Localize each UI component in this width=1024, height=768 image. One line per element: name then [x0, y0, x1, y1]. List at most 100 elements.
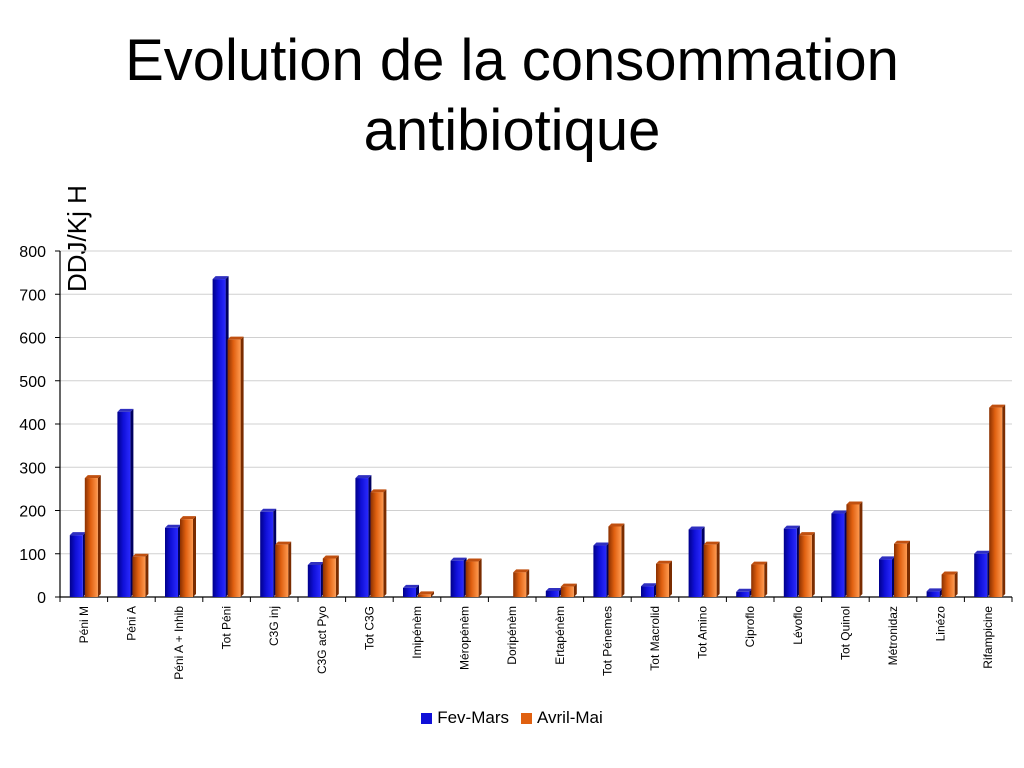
bar-side-series-2	[335, 555, 339, 597]
legend-swatch-series-2	[520, 712, 532, 724]
bar-chart: 0 100 200 300 400 500 600 700 800 Péni M Péni A Pén…	[19, 244, 1013, 680]
x-tick-label: Imipénèm	[410, 606, 424, 659]
bar-top-series-2	[608, 523, 625, 527]
bar-top-series-2	[180, 516, 196, 520]
x-tick-label: Tot Macrolid	[648, 606, 662, 671]
bar-series-2	[894, 543, 907, 597]
bar-top-series-2	[846, 501, 863, 505]
bar-top-series-1	[69, 532, 86, 536]
bar-top-series-2	[370, 489, 387, 493]
x-tick-label: Rifampicine	[981, 606, 995, 669]
bar-series-1	[831, 513, 845, 597]
bar-side-series-2	[478, 558, 482, 597]
bar-top-series-2	[751, 561, 768, 565]
bar-top-series-1	[641, 583, 657, 587]
bar-top-series-1	[545, 587, 562, 591]
bar-top-series-1	[736, 588, 753, 592]
bar-series-1	[450, 560, 464, 597]
bar-top-series-2	[513, 569, 530, 573]
bar-top-series-2	[941, 571, 958, 575]
y-tick-label: 800	[19, 244, 46, 261]
x-tick-label: Péni A + Inhib	[172, 606, 186, 680]
bar-side-series-2	[859, 501, 863, 597]
bar-series-1	[926, 591, 940, 597]
y-tick-label: 100	[19, 547, 46, 564]
bar-series-1	[355, 478, 369, 597]
bar-side-series-2	[669, 560, 672, 597]
y-tick-label: 700	[19, 287, 46, 304]
bar-side-series-2	[193, 516, 196, 597]
x-tick-label: C3G inj	[267, 606, 281, 646]
bar-side-series-1	[416, 584, 419, 597]
bar-series-1	[307, 564, 321, 597]
bar-series-1	[783, 528, 797, 597]
x-tick-label: Doripénèm	[505, 606, 519, 665]
bar-series-2	[418, 594, 431, 597]
bar-top-series-1	[403, 584, 419, 588]
bar-top-series-2	[465, 558, 482, 562]
bar-series-2	[370, 492, 384, 597]
bar-side-series-2	[240, 336, 244, 597]
legend-label-series-2: Avril-Mai	[536, 708, 603, 727]
bar-series-1	[165, 527, 178, 597]
bar-series-1	[69, 535, 83, 597]
bar-series-1	[117, 411, 131, 597]
bar-series-2	[751, 564, 765, 597]
bar-series-2	[560, 586, 574, 597]
bar-side-series-2	[764, 561, 768, 597]
bar-series-1	[260, 511, 274, 597]
x-tick-label: Tot Pénemes	[600, 606, 614, 676]
bar-series-1	[688, 529, 702, 597]
y-tick-label: 0	[37, 590, 46, 607]
bar-top-series-1	[783, 525, 800, 529]
bar-top-series-2	[560, 583, 577, 587]
bar-top-series-2	[989, 404, 1006, 408]
x-tick-label: Tot C3G	[362, 606, 376, 650]
bar-side-series-2	[431, 591, 434, 597]
bar-side-series-2	[811, 532, 815, 597]
y-tick-label: 400	[19, 417, 46, 434]
title-line-2: antibiotique	[363, 98, 661, 163]
x-tick-label: Péni M	[77, 606, 91, 643]
bar-side-series-2	[288, 541, 292, 597]
bar-top-series-1	[879, 556, 895, 560]
bar-side-series-2	[97, 475, 101, 597]
bar-top-series-2	[798, 532, 815, 536]
x-tick-label: Linézo	[934, 606, 948, 642]
bar-series-1	[545, 590, 559, 597]
x-tick-label: Ciproflo	[743, 606, 757, 648]
bar-top-series-1	[212, 276, 229, 280]
bar-series-2	[656, 563, 669, 597]
bar-series-2	[989, 407, 1003, 597]
bar-top-series-1	[593, 542, 610, 546]
bar-side-series-2	[573, 583, 577, 597]
bar-side-series-1	[130, 408, 134, 597]
x-tick-label: Tot Amino	[696, 606, 710, 659]
x-tick-label: Tot Quinol	[838, 606, 852, 660]
y-tick-label: 300	[19, 460, 46, 477]
bar-side-series-2	[716, 541, 720, 597]
bar-series-1	[593, 545, 607, 597]
bar-series-2	[608, 526, 622, 597]
legend-item-series-1: Fev-Mars	[421, 708, 509, 728]
slide-title: Evolution de la consommation antibiotiqu…	[0, 26, 1024, 166]
bar-series-2	[703, 544, 717, 597]
bar-top-series-2	[132, 553, 149, 557]
bar-series-2	[465, 561, 479, 597]
y-tick-label: 200	[19, 504, 46, 521]
y-tick-label: 600	[19, 331, 46, 348]
bar-series-1	[212, 279, 226, 597]
legend: Fev-Mars Avril-Mai	[0, 708, 1024, 728]
legend-swatch-series-1	[421, 712, 433, 724]
x-tick-label: Méropénèm	[458, 606, 472, 670]
x-tick-label: C3G act Pyo	[315, 606, 329, 674]
bar-series-2	[227, 339, 241, 597]
bar-top-series-1	[926, 588, 943, 592]
bar-top-series-1	[307, 561, 324, 565]
bar-series-1	[403, 587, 416, 597]
bar-series-2	[132, 556, 146, 597]
bar-top-series-1	[117, 408, 134, 412]
title-line-1: Evolution de la consommation	[125, 28, 899, 93]
bar-side-series-2	[383, 489, 387, 597]
x-tick-label: Péni A	[124, 606, 138, 641]
